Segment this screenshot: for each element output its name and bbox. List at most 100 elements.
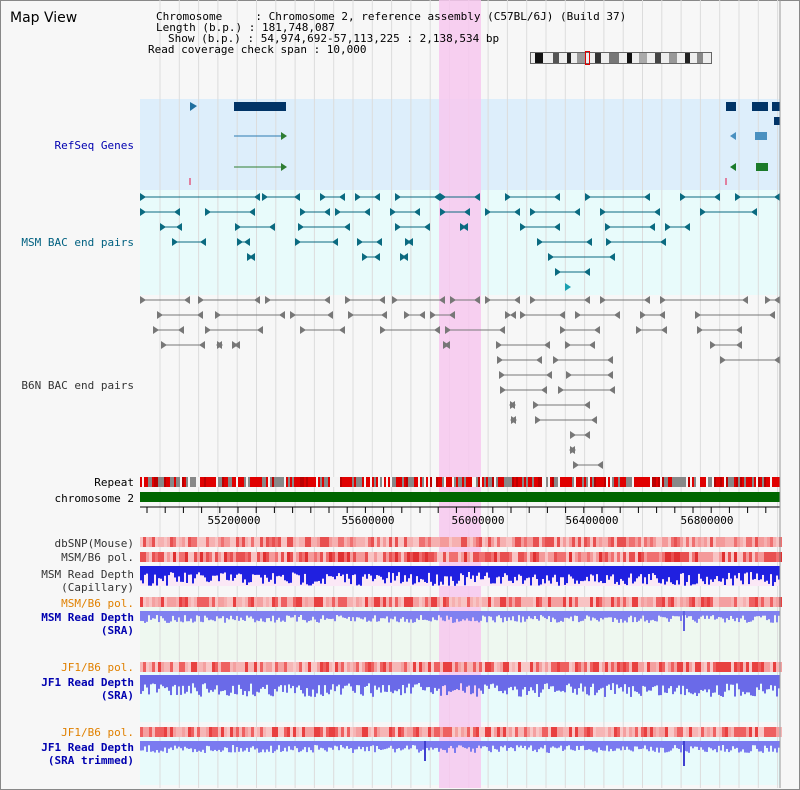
- polymorphism-cell: [566, 597, 569, 607]
- polymorphism-cell: [227, 552, 230, 562]
- read-depth-bar: [758, 566, 760, 581]
- read-depth-bar: [386, 675, 388, 692]
- polymorphism-cell: [209, 537, 212, 547]
- polymorphism-cell: [257, 552, 260, 562]
- read-depth-bar: [296, 611, 298, 622]
- polymorphism-cell: [683, 727, 686, 737]
- track-label-msm-b6-pol: MSM/B6 pol.: [61, 551, 134, 564]
- polymorphism-cell: [611, 537, 614, 547]
- msm-bac-pair-end: [600, 208, 606, 216]
- b6n-bac-pair-end: [215, 311, 221, 319]
- polymorphism-cell: [548, 727, 551, 737]
- polymorphism-cell: [425, 537, 428, 547]
- polymorphism-cell: [467, 662, 470, 672]
- read-depth-bar: [764, 566, 766, 582]
- read-depth-bar: [386, 741, 388, 749]
- polymorphism-cell: [485, 727, 488, 737]
- polymorphism-cell: [350, 662, 353, 672]
- repeat-segment: [380, 477, 382, 487]
- read-depth-bar: [770, 675, 772, 686]
- repeat-segment: [412, 477, 414, 487]
- b6n-bac-pair-end: [536, 356, 542, 364]
- polymorphism-cell: [230, 537, 233, 547]
- read-depth-bar: [778, 566, 780, 580]
- repeat-segment: [530, 477, 532, 487]
- read-depth-bar: [306, 611, 308, 623]
- repeat-segment: [698, 477, 700, 487]
- read-depth-bar: [608, 611, 610, 618]
- polymorphism-cell: [356, 662, 359, 672]
- read-depth-bar: [566, 566, 568, 584]
- read-depth-bar: [642, 675, 644, 686]
- polymorphism-cell: [401, 537, 404, 547]
- polymorphism-cell: [629, 727, 632, 737]
- polymorphism-cell: [428, 537, 431, 547]
- chromosome-ideogram[interactable]: [530, 51, 712, 65]
- polymorphism-cell: [158, 662, 161, 672]
- read-depth-bar: [752, 611, 754, 621]
- read-depth-bar: [162, 675, 164, 687]
- polymorphism-cell: [452, 597, 455, 607]
- msm-bac-pair-end: [295, 238, 301, 246]
- repeat-segment: [612, 477, 614, 487]
- polymorphism-cell: [173, 597, 176, 607]
- polymorphism-cell: [551, 537, 554, 547]
- repeat-segment: [548, 477, 550, 487]
- read-depth-bar: [724, 566, 726, 586]
- msm-bac-pair-end: [357, 238, 363, 246]
- read-depth-bar: [340, 611, 342, 616]
- b6n-bac-pair-end: [430, 311, 436, 319]
- read-depth-bar: [750, 741, 752, 752]
- polymorphism-cell: [386, 552, 389, 562]
- read-depth-bar: [394, 741, 396, 753]
- polymorphism-cell: [629, 662, 632, 672]
- b6n-bac-pair-end: [445, 326, 451, 334]
- polymorphism-cell: [671, 552, 674, 562]
- read-depth-bar: [758, 675, 760, 690]
- read-depth-bar: [638, 741, 640, 750]
- read-depth-bar: [590, 741, 592, 750]
- read-depth-bar: [360, 741, 362, 750]
- read-depth-bar: [668, 611, 670, 622]
- polymorphism-cell: [449, 537, 452, 547]
- repeat-segment: [532, 477, 534, 487]
- read-depth-bar: [256, 675, 258, 692]
- read-depth-bar: [140, 566, 142, 581]
- read-depth-bar: [660, 741, 662, 748]
- read-depth-bar: [650, 566, 652, 581]
- polymorphism-cell: [446, 597, 449, 607]
- read-depth-bar: [564, 611, 566, 618]
- polymorphism-cell: [185, 597, 188, 607]
- read-depth-bar: [192, 611, 194, 623]
- read-depth-bar: [464, 566, 466, 586]
- read-depth-bar: [686, 566, 688, 582]
- read-depth-bar: [270, 675, 272, 696]
- polymorphism-cell: [584, 662, 587, 672]
- read-depth-bar: [180, 741, 182, 749]
- polymorphism-cell: [572, 552, 575, 562]
- polymorphism-cell: [212, 662, 215, 672]
- read-depth-bar: [454, 675, 456, 691]
- read-depth-bar: [232, 675, 234, 686]
- b6n-bac-pair-end: [659, 311, 665, 319]
- polymorphism-cell: [308, 597, 311, 607]
- read-depth-bar: [336, 741, 338, 747]
- read-depth-bar: [428, 566, 430, 573]
- repeat-segment: [670, 477, 672, 487]
- polymorphism-cell: [182, 662, 185, 672]
- read-depth-bar: [512, 741, 514, 749]
- read-depth-bar: [386, 566, 388, 579]
- repeat-segment: [504, 477, 506, 487]
- polymorphism-cell: [431, 662, 434, 672]
- read-depth-bar: [324, 741, 326, 751]
- read-depth-bar: [490, 566, 492, 584]
- read-depth-bar: [286, 675, 288, 693]
- polymorphism-cell: [305, 662, 308, 672]
- read-depth-bar: [280, 675, 282, 686]
- read-depth-bar: [458, 741, 460, 746]
- read-depth-bar: [532, 566, 534, 578]
- repeat-segment: [494, 477, 496, 487]
- polymorphism-cell: [203, 662, 206, 672]
- msm-bac-pair-end: [774, 193, 780, 201]
